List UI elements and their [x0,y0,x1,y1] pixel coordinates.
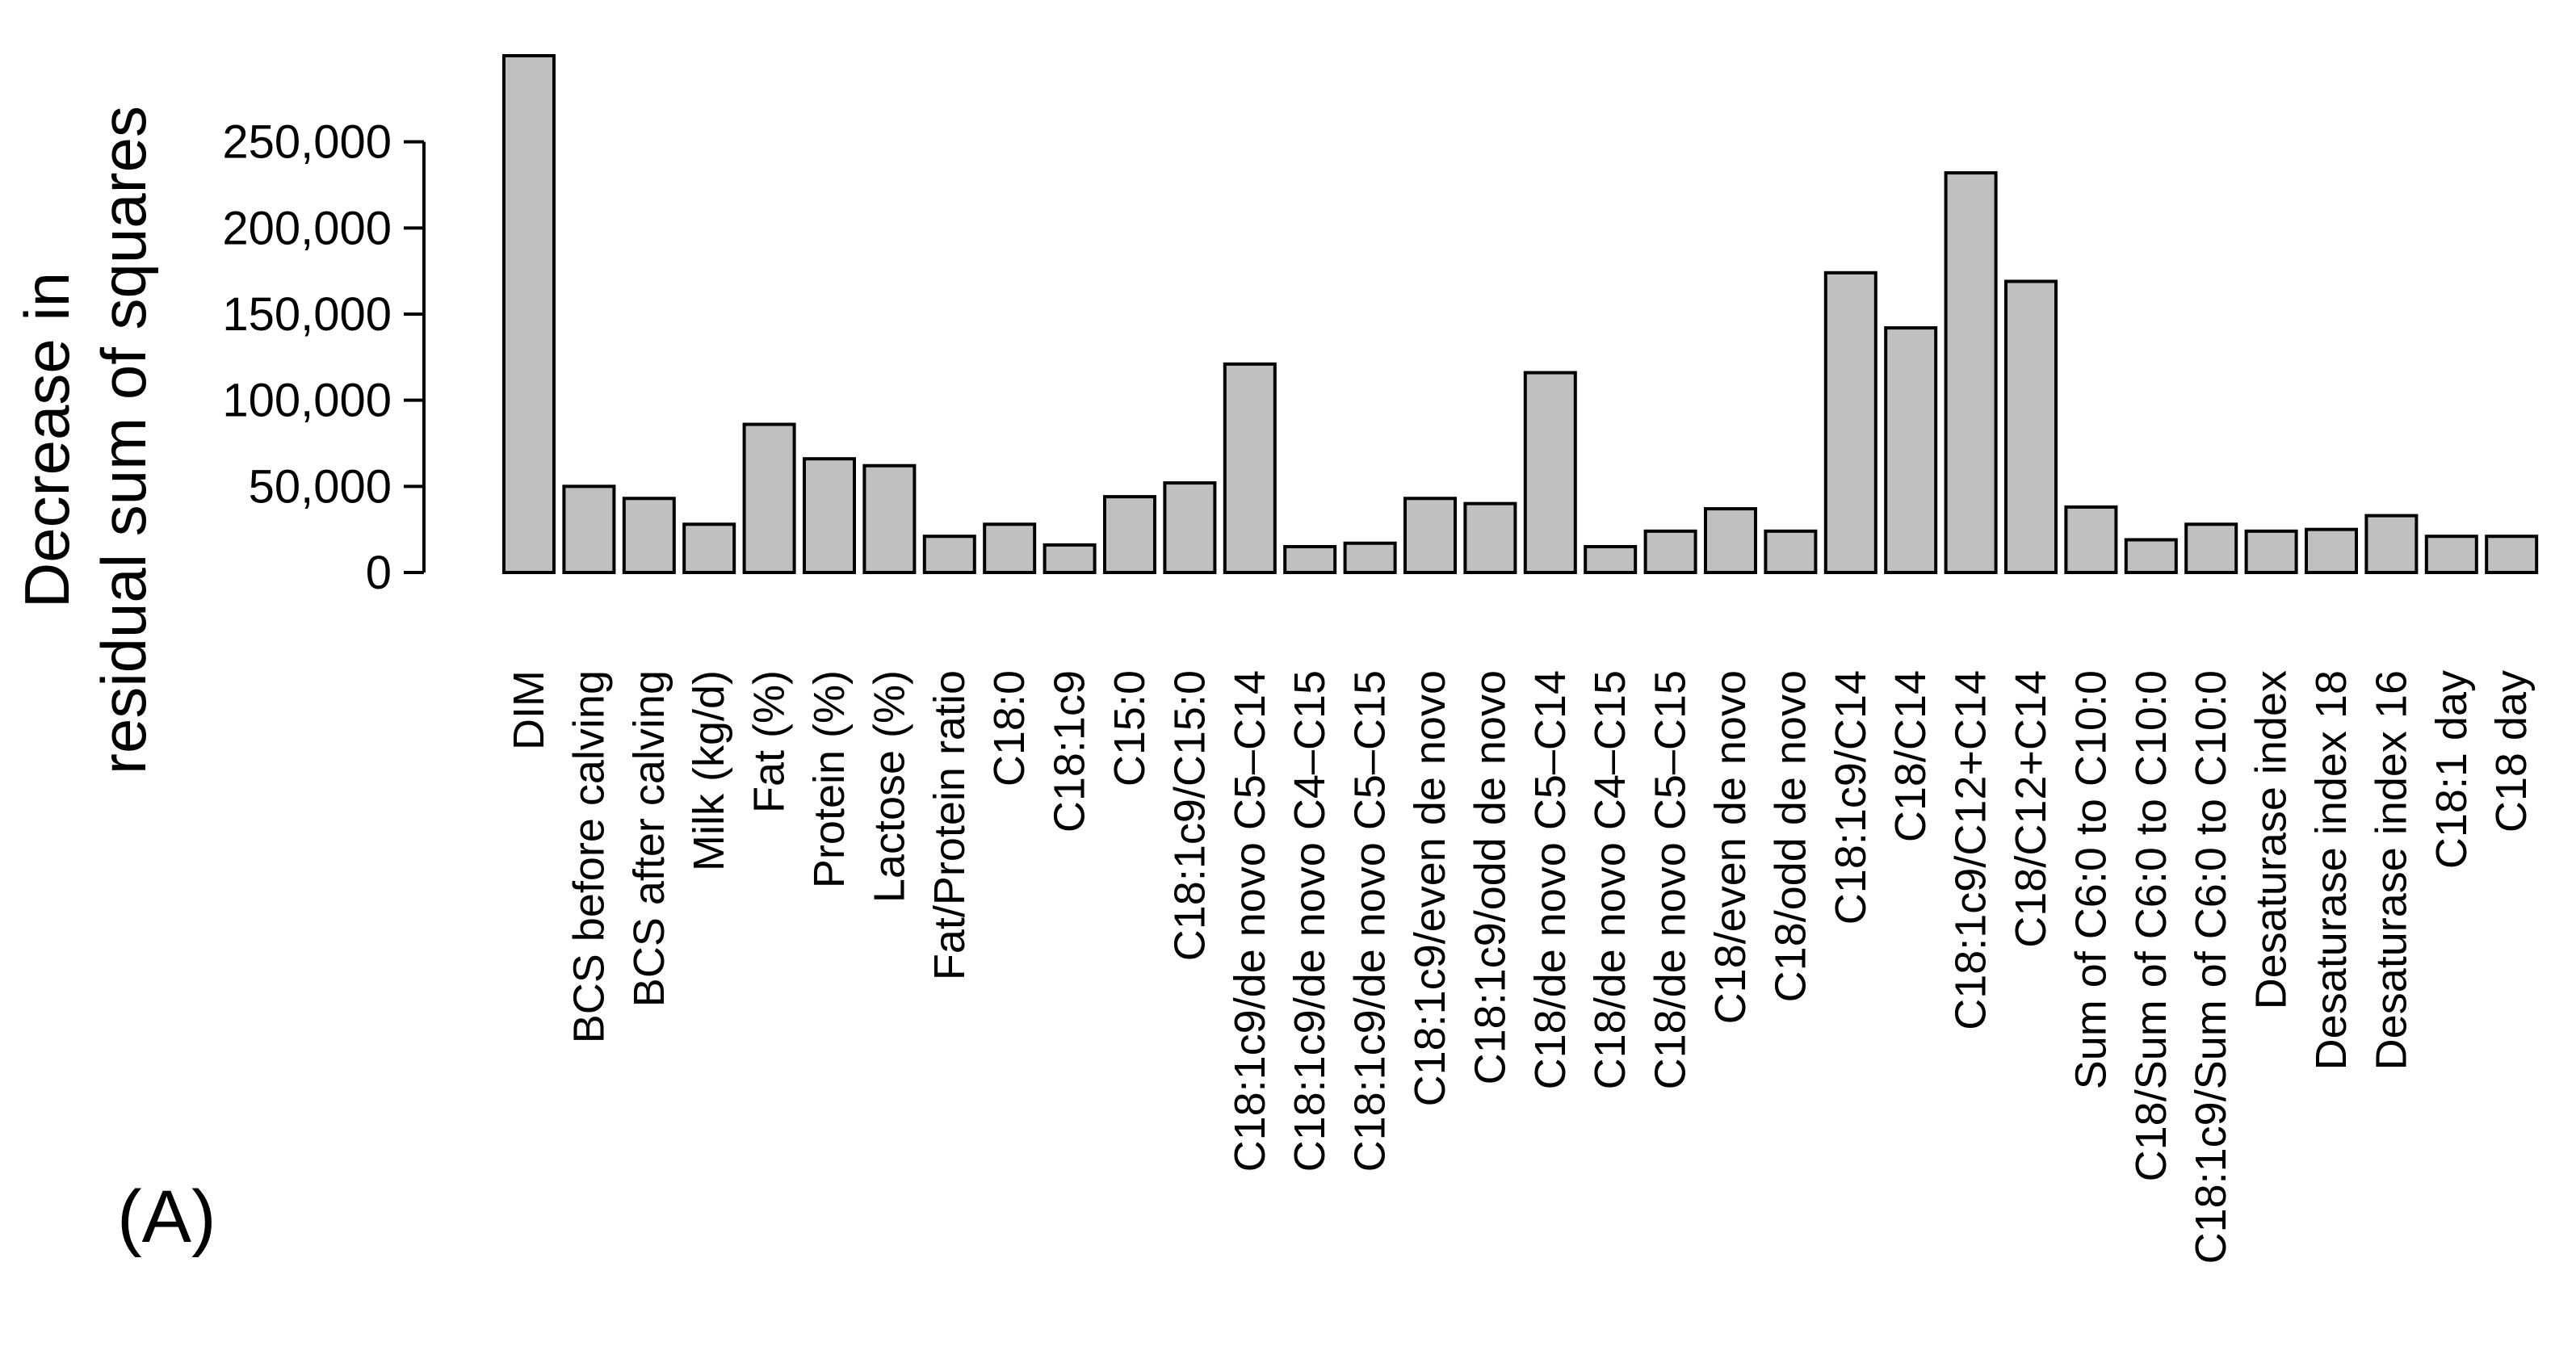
x-tick-label: C18:1 day [2427,670,2476,869]
bar [922,535,976,575]
bar [2004,279,2058,574]
x-tick-label: C18:1c9/C12+C14 [1947,670,1995,1030]
bar [622,497,676,574]
x-tick-label: C18:1c9/de novo C5–C15 [1346,670,1395,1172]
x-tick-label: BCS before calving [564,670,613,1043]
panel-label: (A) [117,1176,216,1258]
x-tick-label: C18:1c9/de novo C4–C15 [1286,670,1334,1172]
bar [502,54,556,574]
x-tick-label: Sum of C6:0 to C10:0 [2066,670,2115,1089]
x-tick-label: C18:1c9/Sum of C6:0 to C10:0 [2187,670,2235,1264]
x-tick-label: BCS after calving [625,670,673,1007]
bar [2184,522,2238,574]
y-tick-label: 100,000 [222,375,392,427]
x-tick-label: Desaturase index [2247,670,2296,1009]
x-tick-label: C18/Sum of C6:0 to C10:0 [2127,670,2175,1181]
bar [1343,541,1397,575]
x-tick-label: Desaturase index 16 [2367,670,2415,1070]
bar [1403,497,1457,574]
x-tick-label: Fat (%) [745,670,794,813]
bar [742,422,796,574]
x-tick-label: C18:0 [985,670,1034,786]
bar [1043,543,1097,574]
x-tick-label: C18:1c9/C14 [1827,670,1875,925]
bars [502,54,2539,575]
bar [1823,271,1877,574]
bar [1463,501,1517,575]
bar [1103,495,1156,575]
x-tick-label: C18:1c9/even de novo [1406,670,1454,1106]
bar [2124,538,2178,575]
x-tick-label: C18/C14 [1886,670,1935,842]
bar [983,522,1037,574]
x-tick-label: Protein (%) [805,670,854,888]
bar [2485,535,2539,575]
bar [1643,529,1697,574]
bar [1764,529,1818,574]
bar [2305,527,2358,575]
x-tick-label: C18 day [2487,670,2536,832]
x-tick-label: C15:0 [1105,670,1154,786]
y-axis-label: Decrease in residual sum of squares [11,106,159,774]
bar [1584,545,1638,574]
x-tick-label: Milk (kg/d) [685,670,733,871]
x-tick-label: C18/de novo C5–C14 [1526,670,1575,1089]
x-tick-labels: DIM BCS before calving BCS after calving Mi… [505,670,2536,1264]
x-tick-label: Desaturase index 18 [2307,670,2356,1070]
x-tick-label: C18/de novo C4–C15 [1586,670,1634,1089]
y-axis-label-line-2: residual sum of squares [88,106,159,774]
bar [682,522,736,574]
bar [1704,507,1757,574]
x-tick-label: C18/de novo C5–C15 [1647,670,1695,1089]
bar [2064,505,2118,575]
x-tick-label: C18:1c9 [1046,670,1094,832]
y-axis-label-line-1: Decrease in [11,272,82,608]
y-tick-label: 50,000 [249,460,392,513]
bar [562,484,616,574]
bar [2364,514,2419,574]
x-tick-label: C18/even de novo [1706,670,1755,1024]
bar [1283,545,1337,574]
x-tick-label: C18:1c9/de novo C5–C14 [1226,670,1274,1172]
bar [2244,529,2298,574]
bar [1223,362,1277,574]
y-tick-label: 250,000 [222,116,392,169]
x-tick-label: C18/odd de novo [1766,670,1815,1002]
x-tick-label: C18:1c9/odd de novo [1466,670,1514,1084]
y-tick-label: 200,000 [222,202,392,254]
bar [1884,326,1938,574]
bar [1163,481,1217,574]
y-tick-label: 0 [366,547,392,599]
bar [803,457,856,575]
bar [1523,371,1577,574]
bar [2424,535,2478,575]
x-tick-label: DIM [505,670,553,750]
y-axis: 0 50,000 100,000 150,000 200,000 250,000 [222,116,426,599]
bar [862,463,917,574]
bar [1944,171,1998,574]
x-tick-label: Lactose (%) [865,670,913,903]
x-tick-label: C18/C12+C14 [2007,670,2055,948]
y-tick-label: 150,000 [222,288,392,341]
x-tick-label: Fat/Protein ratio [925,670,974,980]
x-tick-label: C18:1c9/C15:0 [1165,670,1214,961]
